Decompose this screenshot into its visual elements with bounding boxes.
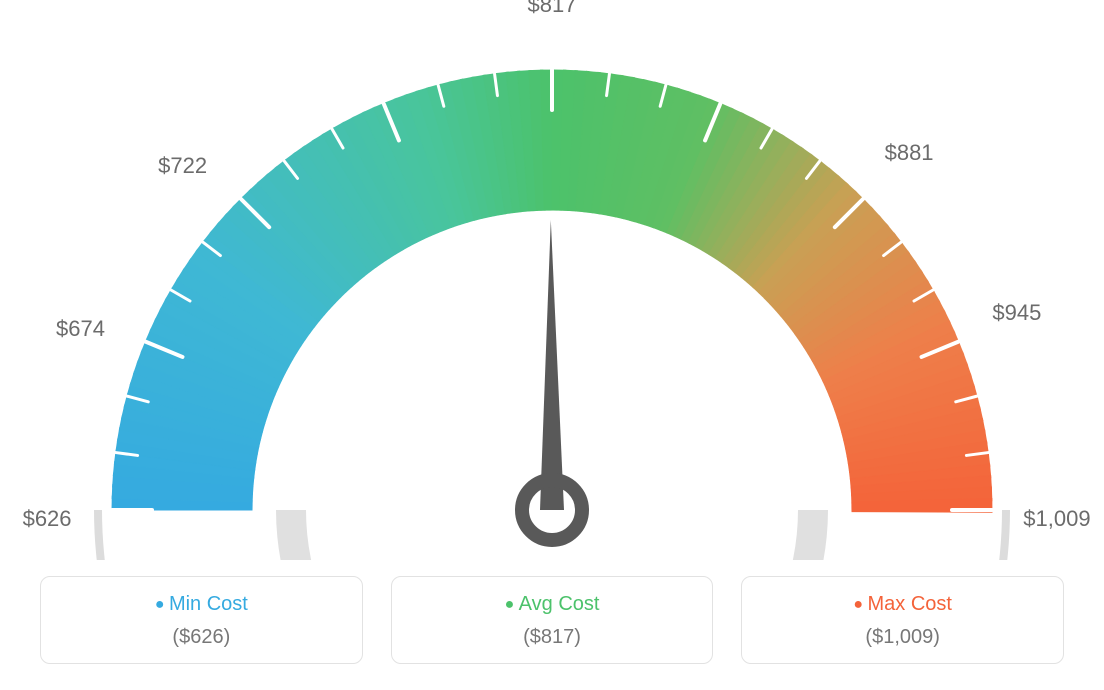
gauge-tick-label: $1,009 [1023,506,1090,532]
legend-max-value: ($1,009) [752,626,1053,649]
gauge-tick-label: $817 [528,0,577,18]
legend-avg-value: ($817) [402,626,703,649]
legend-min-label: Min Cost [51,593,352,616]
legend-max-label: Max Cost [752,593,1053,616]
legend-card-avg: Avg Cost ($817) [391,576,714,664]
gauge-tick-label: $945 [992,300,1041,326]
gauge-svg [0,0,1104,560]
legend-card-max: Max Cost ($1,009) [741,576,1064,664]
legend-min-value: ($626) [51,626,352,649]
legend-card-min: Min Cost ($626) [40,576,363,664]
chart-root: $626 $674 $722 $817 $881 $945 $1,009 Min Cost … [0,0,1104,690]
gauge-tick-label: $722 [158,153,207,179]
gauge-area: $626 $674 $722 $817 $881 $945 $1,009 [0,0,1104,560]
gauge-tick-label: $674 [56,316,105,342]
gauge-tick-label: $626 [23,506,72,532]
gauge-tick-label: $881 [885,140,934,166]
legend-avg-label: Avg Cost [402,593,703,616]
legend-row: Min Cost ($626) Avg Cost ($817) Max Cost… [40,576,1064,664]
